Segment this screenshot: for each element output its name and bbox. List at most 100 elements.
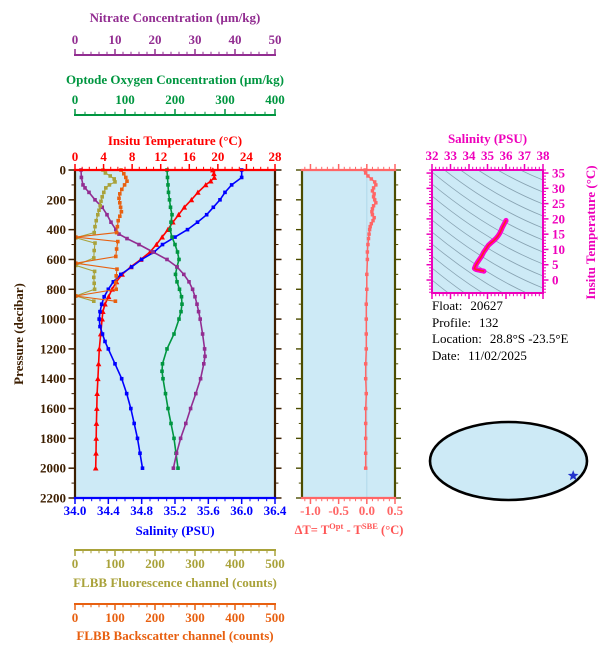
svg-text:Insitu Temperature (°C): Insitu Temperature (°C): [583, 165, 598, 299]
salinity-bottom-axis: 34.0 34.4 34.8 35.2 35.6 36.0 36.4 Salinity (PS…: [64, 496, 287, 538]
svg-text:36.4: 36.4: [264, 503, 287, 518]
float-info: Float: 20627 Profile: 132 Location: 28.8°S …: [432, 298, 608, 364]
svg-text:36: 36: [500, 148, 514, 163]
delta-title-part: (°C): [377, 523, 404, 538]
series-backscatter: [74, 168, 129, 303]
svg-text:34.8: 34.8: [130, 503, 153, 518]
svg-text:40: 40: [229, 32, 242, 47]
svg-text:0.0: 0.0: [359, 503, 375, 518]
svg-text:34.4: 34.4: [97, 503, 120, 518]
pressure-axis: 0 200 400 600 800 1000 1200 1400 1600 1800 2000 220…: [11, 163, 282, 506]
svg-text:20: 20: [211, 149, 224, 164]
svg-text:400: 400: [47, 222, 67, 237]
svg-text:400: 400: [225, 556, 245, 571]
fluorescence-axis: 0 100 200 300 400 500 FLBB Fluorescence channe…: [72, 549, 285, 590]
float-info-row: Profile: 132: [432, 315, 608, 332]
delta-t-panel: -1.0 -0.5 0.0 0.5: [296, 164, 404, 518]
float-location-star: [567, 470, 579, 481]
svg-text:4: 4: [100, 149, 107, 164]
svg-text:Salinity (PSU): Salinity (PSU): [135, 523, 214, 538]
svg-text:50: 50: [269, 32, 282, 47]
ts-profile-curve: [471, 217, 509, 274]
svg-text:38: 38: [537, 148, 551, 163]
svg-text:Salinity (PSU): Salinity (PSU): [448, 131, 527, 146]
svg-text:36.0: 36.0: [230, 503, 253, 518]
nitrate-axis: 0 10 20 30 40 50 Nitrate Concentration (µm/kg): [72, 10, 282, 56]
svg-text:FLBB Fluorescence channel (cou: FLBB Fluorescence channel (counts): [73, 575, 277, 590]
svg-text:FLBB Backscatter channel (coun: FLBB Backscatter channel (counts): [76, 628, 273, 643]
svg-text:Optode Oxygen Concentration (µ: Optode Oxygen Concentration (µm/kg): [66, 72, 284, 87]
temperature-top-axis: 0 4 8 12 16 20 24 28 Insitu Temperature (°C): [72, 133, 283, 172]
svg-text:35.2: 35.2: [164, 503, 187, 518]
svg-text:16: 16: [183, 149, 197, 164]
svg-text:100: 100: [105, 556, 125, 571]
svg-text:1200: 1200: [40, 341, 66, 356]
svg-text:20: 20: [552, 211, 565, 226]
backscatter-axis: 0 100 200 300 400 500 FLBB Backscatter channel…: [72, 603, 285, 643]
svg-text:30: 30: [189, 32, 202, 47]
delta-title-sup-opt: Opt: [329, 521, 344, 531]
svg-text:Insitu Temperature (°C): Insitu Temperature (°C): [108, 133, 242, 148]
svg-text:200: 200: [145, 556, 165, 571]
svg-text:35: 35: [481, 148, 495, 163]
delta-title-sup-sbe: SBE: [361, 521, 378, 531]
svg-text:35.6: 35.6: [197, 503, 220, 518]
oxygen-axis: 0 100 200 300 400 Optode Oxygen Concentration…: [66, 72, 285, 116]
profile-number: 132: [479, 314, 499, 330]
svg-text:25: 25: [552, 196, 566, 211]
series-oxygen: [160, 168, 184, 470]
date-label: Date:: [432, 347, 461, 363]
location-label: Location:: [432, 331, 482, 346]
location-value: 28.8°S -23.5°E: [489, 331, 569, 346]
svg-text:24: 24: [240, 149, 254, 164]
svg-text:400: 400: [225, 610, 245, 625]
svg-text:35: 35: [552, 166, 566, 181]
svg-text:1400: 1400: [40, 371, 66, 386]
svg-text:400: 400: [265, 92, 285, 107]
float-info-row: Float: 20627: [432, 298, 608, 315]
svg-text:600: 600: [47, 252, 67, 267]
svg-text:1600: 1600: [40, 401, 66, 416]
svg-text:2000: 2000: [40, 461, 66, 476]
svg-text:12: 12: [154, 149, 167, 164]
svg-text:500: 500: [265, 556, 285, 571]
float-label: Float:: [432, 298, 463, 313]
main-profile-plot: 0200400600800100012001400160018002000220…: [11, 133, 287, 538]
svg-text:33: 33: [444, 148, 458, 163]
svg-text:15: 15: [552, 227, 566, 242]
svg-text:0: 0: [72, 32, 79, 47]
svg-text:200: 200: [145, 610, 165, 625]
svg-text:30: 30: [552, 181, 565, 196]
float-info-row: Date: 11/02/2025: [432, 348, 608, 365]
svg-text:300: 300: [185, 556, 205, 571]
svg-text:300: 300: [185, 610, 205, 625]
svg-text:500: 500: [265, 610, 285, 625]
profile-label: Profile:: [432, 314, 471, 330]
svg-text:800: 800: [47, 282, 67, 297]
svg-text:0: 0: [72, 149, 79, 164]
world-map: [428, 420, 589, 502]
delta-title-part: ΔT= T: [294, 523, 330, 538]
float-info-row: Location: 28.8°S -23.5°E: [432, 331, 608, 348]
svg-text:34: 34: [463, 148, 477, 163]
svg-text:200: 200: [47, 192, 67, 207]
svg-text:28: 28: [269, 149, 283, 164]
svg-text:0: 0: [72, 92, 79, 107]
series-salinity: [97, 168, 244, 470]
svg-text:0: 0: [72, 610, 79, 625]
svg-text:8: 8: [129, 149, 136, 164]
svg-text:300: 300: [215, 92, 235, 107]
svg-text:100: 100: [105, 610, 125, 625]
svg-text:34.0: 34.0: [64, 503, 87, 518]
svg-text:32: 32: [426, 148, 439, 163]
svg-text:1000: 1000: [40, 312, 66, 327]
series-nitrate: [79, 168, 207, 470]
delta-t-axis-title: ΔT= TOpt - TSBE (°C): [288, 521, 410, 538]
svg-text:0: 0: [60, 163, 67, 178]
svg-text:0: 0: [72, 556, 79, 571]
svg-text:2200: 2200: [40, 491, 66, 506]
svg-text:Nitrate Concentration (µm/kg): Nitrate Concentration (µm/kg): [90, 10, 261, 25]
